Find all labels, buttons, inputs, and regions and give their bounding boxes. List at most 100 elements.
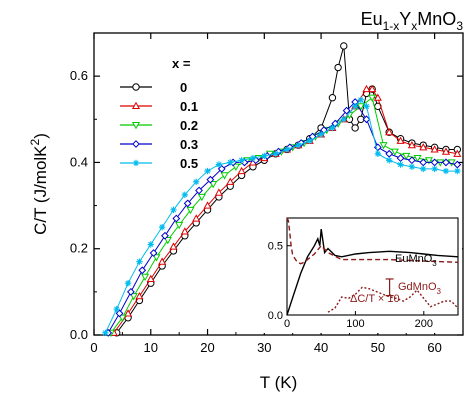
data-point xyxy=(186,206,195,215)
inset-x-tick-label: 0 xyxy=(284,318,290,330)
data-point xyxy=(180,227,189,235)
x-tick-label: 50 xyxy=(371,340,385,355)
x-tick-label: 30 xyxy=(257,340,271,355)
legend-label: 0 xyxy=(180,80,187,95)
data-point xyxy=(138,266,147,275)
data-point xyxy=(424,157,433,165)
data-point xyxy=(379,142,388,150)
data-point xyxy=(408,163,416,170)
inset-series-line xyxy=(286,217,459,265)
inset-label-eumno3: EuMnO3 xyxy=(395,253,437,268)
data-point xyxy=(146,274,155,282)
data-point xyxy=(283,146,291,153)
data-point xyxy=(385,127,394,136)
inset-label-sub: 3 xyxy=(437,287,442,296)
data-point xyxy=(118,314,127,322)
inset-x-tick-label: 200 xyxy=(415,318,433,330)
data-point xyxy=(113,305,120,313)
data-point xyxy=(396,136,405,144)
data-point xyxy=(249,154,257,162)
y-axis-label: C/T (J/molK2) xyxy=(28,133,50,235)
data-point xyxy=(442,158,450,167)
legend-marker xyxy=(132,159,140,167)
data-point xyxy=(237,166,246,175)
data-point xyxy=(214,188,223,196)
data-point xyxy=(340,42,348,50)
data-point xyxy=(356,103,365,111)
data-point xyxy=(340,116,347,123)
x-tick-label: 20 xyxy=(200,340,214,355)
data-point xyxy=(357,96,365,104)
legend-label: 0.1 xyxy=(180,99,198,114)
data-point xyxy=(408,156,416,165)
data-point xyxy=(362,84,371,93)
legend-marker xyxy=(131,121,141,130)
title-part: MnO xyxy=(417,9,456,29)
title-part: Eu xyxy=(361,9,383,29)
data-point xyxy=(386,157,393,164)
data-point xyxy=(181,191,189,198)
data-point xyxy=(454,167,461,175)
data-point xyxy=(192,178,200,186)
data-point xyxy=(342,106,351,115)
data-point xyxy=(272,150,279,157)
legend: x = 0 0.1 0.2 0.3 0.5 xyxy=(120,56,198,171)
data-point xyxy=(351,103,359,110)
data-point xyxy=(306,137,313,145)
data-point xyxy=(129,293,138,301)
data-point xyxy=(158,257,167,265)
titles: T (K)C/T (J/molK2)Eu1-xYxMnO3 xyxy=(28,9,463,392)
data-point xyxy=(195,186,203,195)
data-point xyxy=(442,167,450,175)
x-tick-label: 40 xyxy=(314,340,328,355)
inset-background xyxy=(262,208,462,333)
data-point xyxy=(206,175,215,184)
data-point xyxy=(136,258,143,265)
chart-title: Eu1-xYxMnO3 xyxy=(361,9,464,33)
data-point xyxy=(124,309,133,317)
data-point xyxy=(126,287,135,296)
data-point xyxy=(334,63,342,72)
data-point xyxy=(390,148,399,156)
data-point xyxy=(431,165,438,173)
data-point xyxy=(226,177,235,185)
inset-y-tick-label: 0.5 xyxy=(268,241,283,253)
data-point xyxy=(329,124,336,132)
legend-label: 0.2 xyxy=(180,118,198,133)
title-sub: 1-x xyxy=(383,19,400,33)
data-point xyxy=(169,242,178,250)
y-axis-label-close: ) xyxy=(31,133,50,139)
plot-frame xyxy=(93,32,464,336)
inset-label-gdmno3: GdMnO3 xyxy=(398,281,442,296)
inset-label-base: GdMnO xyxy=(398,281,437,293)
data-point xyxy=(368,84,377,93)
series-0-5 xyxy=(102,96,461,337)
inset-frame xyxy=(286,217,459,316)
inset-series-line xyxy=(327,286,459,313)
data-point xyxy=(231,163,240,171)
data-point xyxy=(209,180,218,189)
data-point xyxy=(407,140,416,149)
x-tick-label: 0 xyxy=(90,340,97,355)
legend-label: 0.5 xyxy=(180,156,198,171)
data-point xyxy=(297,139,306,147)
title-part: Y xyxy=(399,9,411,29)
data-point xyxy=(351,124,359,132)
data-point xyxy=(192,214,201,222)
data-point xyxy=(175,221,184,230)
data-point xyxy=(227,159,234,166)
data-point xyxy=(419,143,428,151)
inset-series-line xyxy=(286,228,459,316)
legend-label: 0.3 xyxy=(180,137,198,152)
legend-marker xyxy=(132,83,140,91)
data-point xyxy=(374,150,382,157)
y-tick-label: 0.2 xyxy=(70,241,88,256)
data-point xyxy=(217,164,226,173)
data-point xyxy=(124,280,132,287)
x-tick-label: 10 xyxy=(144,340,158,355)
legend-title: x = xyxy=(172,56,191,71)
data-point xyxy=(420,165,427,173)
